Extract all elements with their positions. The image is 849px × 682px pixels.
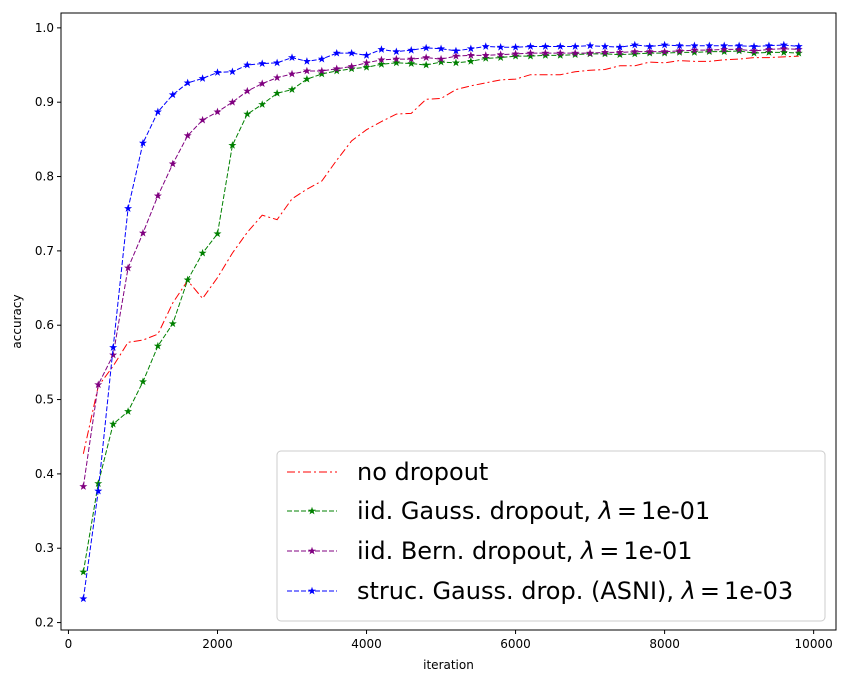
legend-label-text: iid. Bern. dropout, [357,537,581,565]
lambda-symbol: λ [680,577,696,605]
equals-sign: = [617,497,637,525]
legend-label: no dropout [357,458,488,486]
x-tick-label: 0 [65,637,73,651]
y-tick-label: 0.7 [35,244,54,258]
y-tick-label: 0.8 [35,170,54,184]
y-tick-label: 0.2 [35,616,54,630]
legend-label-text: struc. Gauss. drop. (ASNI), [357,577,682,605]
y-tick-label: 0.4 [35,467,54,481]
lambda-value: 1e-01 [623,537,692,565]
y-tick-label: 0.3 [35,541,54,555]
lambda-symbol: λ [579,537,595,565]
x-axis-label: iteration [423,658,474,672]
y-tick-label: 0.9 [35,95,54,109]
y-axis-label: accuracy [10,294,24,348]
y-tick-label: 0.6 [35,318,54,332]
y-tick-label: 0.5 [35,393,54,407]
x-axis: 0 2000 4000 6000 8000 10000 [65,630,833,651]
lambda-value: 1e-01 [641,497,710,525]
legend-entry-4: struc. Gauss. drop. (ASNI), λ = 1e-03 [287,577,793,605]
series-4 [79,40,803,603]
plot-area [60,12,837,631]
plot-frame [60,12,837,631]
legend-label-text: iid. Gauss. dropout, [357,497,599,525]
lambda-value: 1e-03 [724,577,793,605]
legend-entry-3: iid. Bern. dropout, λ = 1e-01 [287,537,693,565]
legend-label: struc. Gauss. drop. (ASNI), λ = 1e-03 [357,577,793,605]
legend-box [276,450,826,622]
legend-entry-2: iid. Gauss. dropout, λ = 1e-01 [287,497,710,525]
y-tick-label: 1.0 [35,21,54,35]
legend-entry-1: no dropout [287,458,488,486]
x-tick-label: 10000 [795,637,833,651]
series-3 [79,44,803,490]
y-axis: 0.2 0.3 0.4 0.5 0.6 0.7 0.8 0.9 1.0 [35,21,61,630]
legend-label-text: no dropout [357,458,488,486]
equals-sign: = [700,577,720,605]
x-tick-label: 4000 [351,637,382,651]
x-tick-label: 8000 [649,637,680,651]
lambda-symbol: λ [597,497,613,525]
equals-sign: = [599,537,619,565]
legend-label: iid. Gauss. dropout, λ = 1e-01 [357,497,710,525]
series-layer [79,40,803,603]
legend-label: iid. Bern. dropout, λ = 1e-01 [357,537,693,565]
x-tick-label: 6000 [500,637,531,651]
x-tick-label: 2000 [202,637,233,651]
